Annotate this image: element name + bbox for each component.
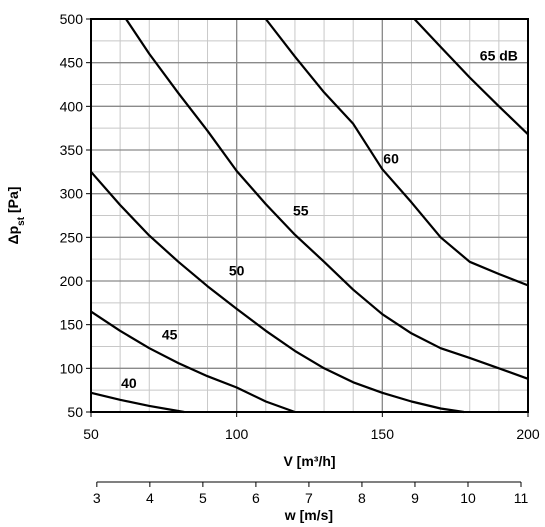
y-axis-ticks: 50 100 150 200 250 300 350 400 450 500: [60, 11, 91, 420]
x-tick-label: 100: [225, 426, 249, 442]
y-axis-title-subscript: st: [16, 216, 27, 226]
y-tick-label: 150: [60, 317, 84, 333]
y-tick-label: 450: [60, 55, 84, 71]
curve-labels: 40 45 50 55 60 65 dB: [121, 48, 518, 391]
curve-series: [90, 18, 529, 414]
curve-65-db: [413, 18, 529, 136]
x-tick-label: 50: [83, 426, 99, 442]
w-tick-label: 10: [460, 490, 476, 506]
curve-label: 55: [293, 202, 309, 218]
curve-label: 60: [383, 151, 399, 167]
curve-40: [90, 391, 185, 414]
curve-60: [264, 18, 529, 287]
curve-50: [90, 171, 465, 414]
curve-label: 40: [121, 375, 137, 391]
curve-45: [90, 310, 296, 414]
w-tick-label: 8: [358, 490, 366, 506]
secondary-x-axis-title: w [m/s]: [284, 507, 333, 523]
w-tick-label: 3: [93, 490, 101, 506]
y-tick-label: 500: [60, 11, 84, 27]
y-tick-label: 400: [60, 98, 84, 114]
x-axis-title: V [m³/h]: [283, 453, 335, 469]
w-tick-label: 5: [199, 490, 207, 506]
y-tick-label: 100: [60, 360, 84, 376]
curve-label: 45: [162, 326, 178, 342]
x-tick-label: 150: [371, 426, 395, 442]
curve-label: 50: [229, 263, 245, 279]
y-tick-label: 350: [60, 142, 84, 158]
y-axis-title-unit: [Pa]: [5, 187, 21, 217]
w-tick-label: 6: [252, 490, 260, 506]
w-tick-label: 7: [305, 490, 313, 506]
plot-frame: [90, 18, 529, 413]
y-axis-title: Δpst [Pa]: [5, 187, 27, 245]
secondary-x-axis-ticks: 3 4 5 6 7 8 9 10 11: [93, 482, 529, 506]
y-tick-label: 250: [60, 229, 84, 245]
curve-55: [125, 18, 529, 380]
y-axis-title-main: Δp: [5, 226, 21, 245]
y-tick-label: 200: [60, 273, 84, 289]
w-tick-label: 11: [514, 490, 529, 506]
w-tick-label: 9: [411, 490, 419, 506]
y-tick-label: 50: [67, 404, 83, 420]
curve-label: 65 dB: [480, 48, 518, 64]
x-axis-ticks: 50 100 150 200: [83, 412, 540, 442]
w-tick-label: 4: [146, 490, 154, 506]
y-tick-label: 300: [60, 186, 84, 202]
x-tick-label: 200: [516, 426, 540, 442]
